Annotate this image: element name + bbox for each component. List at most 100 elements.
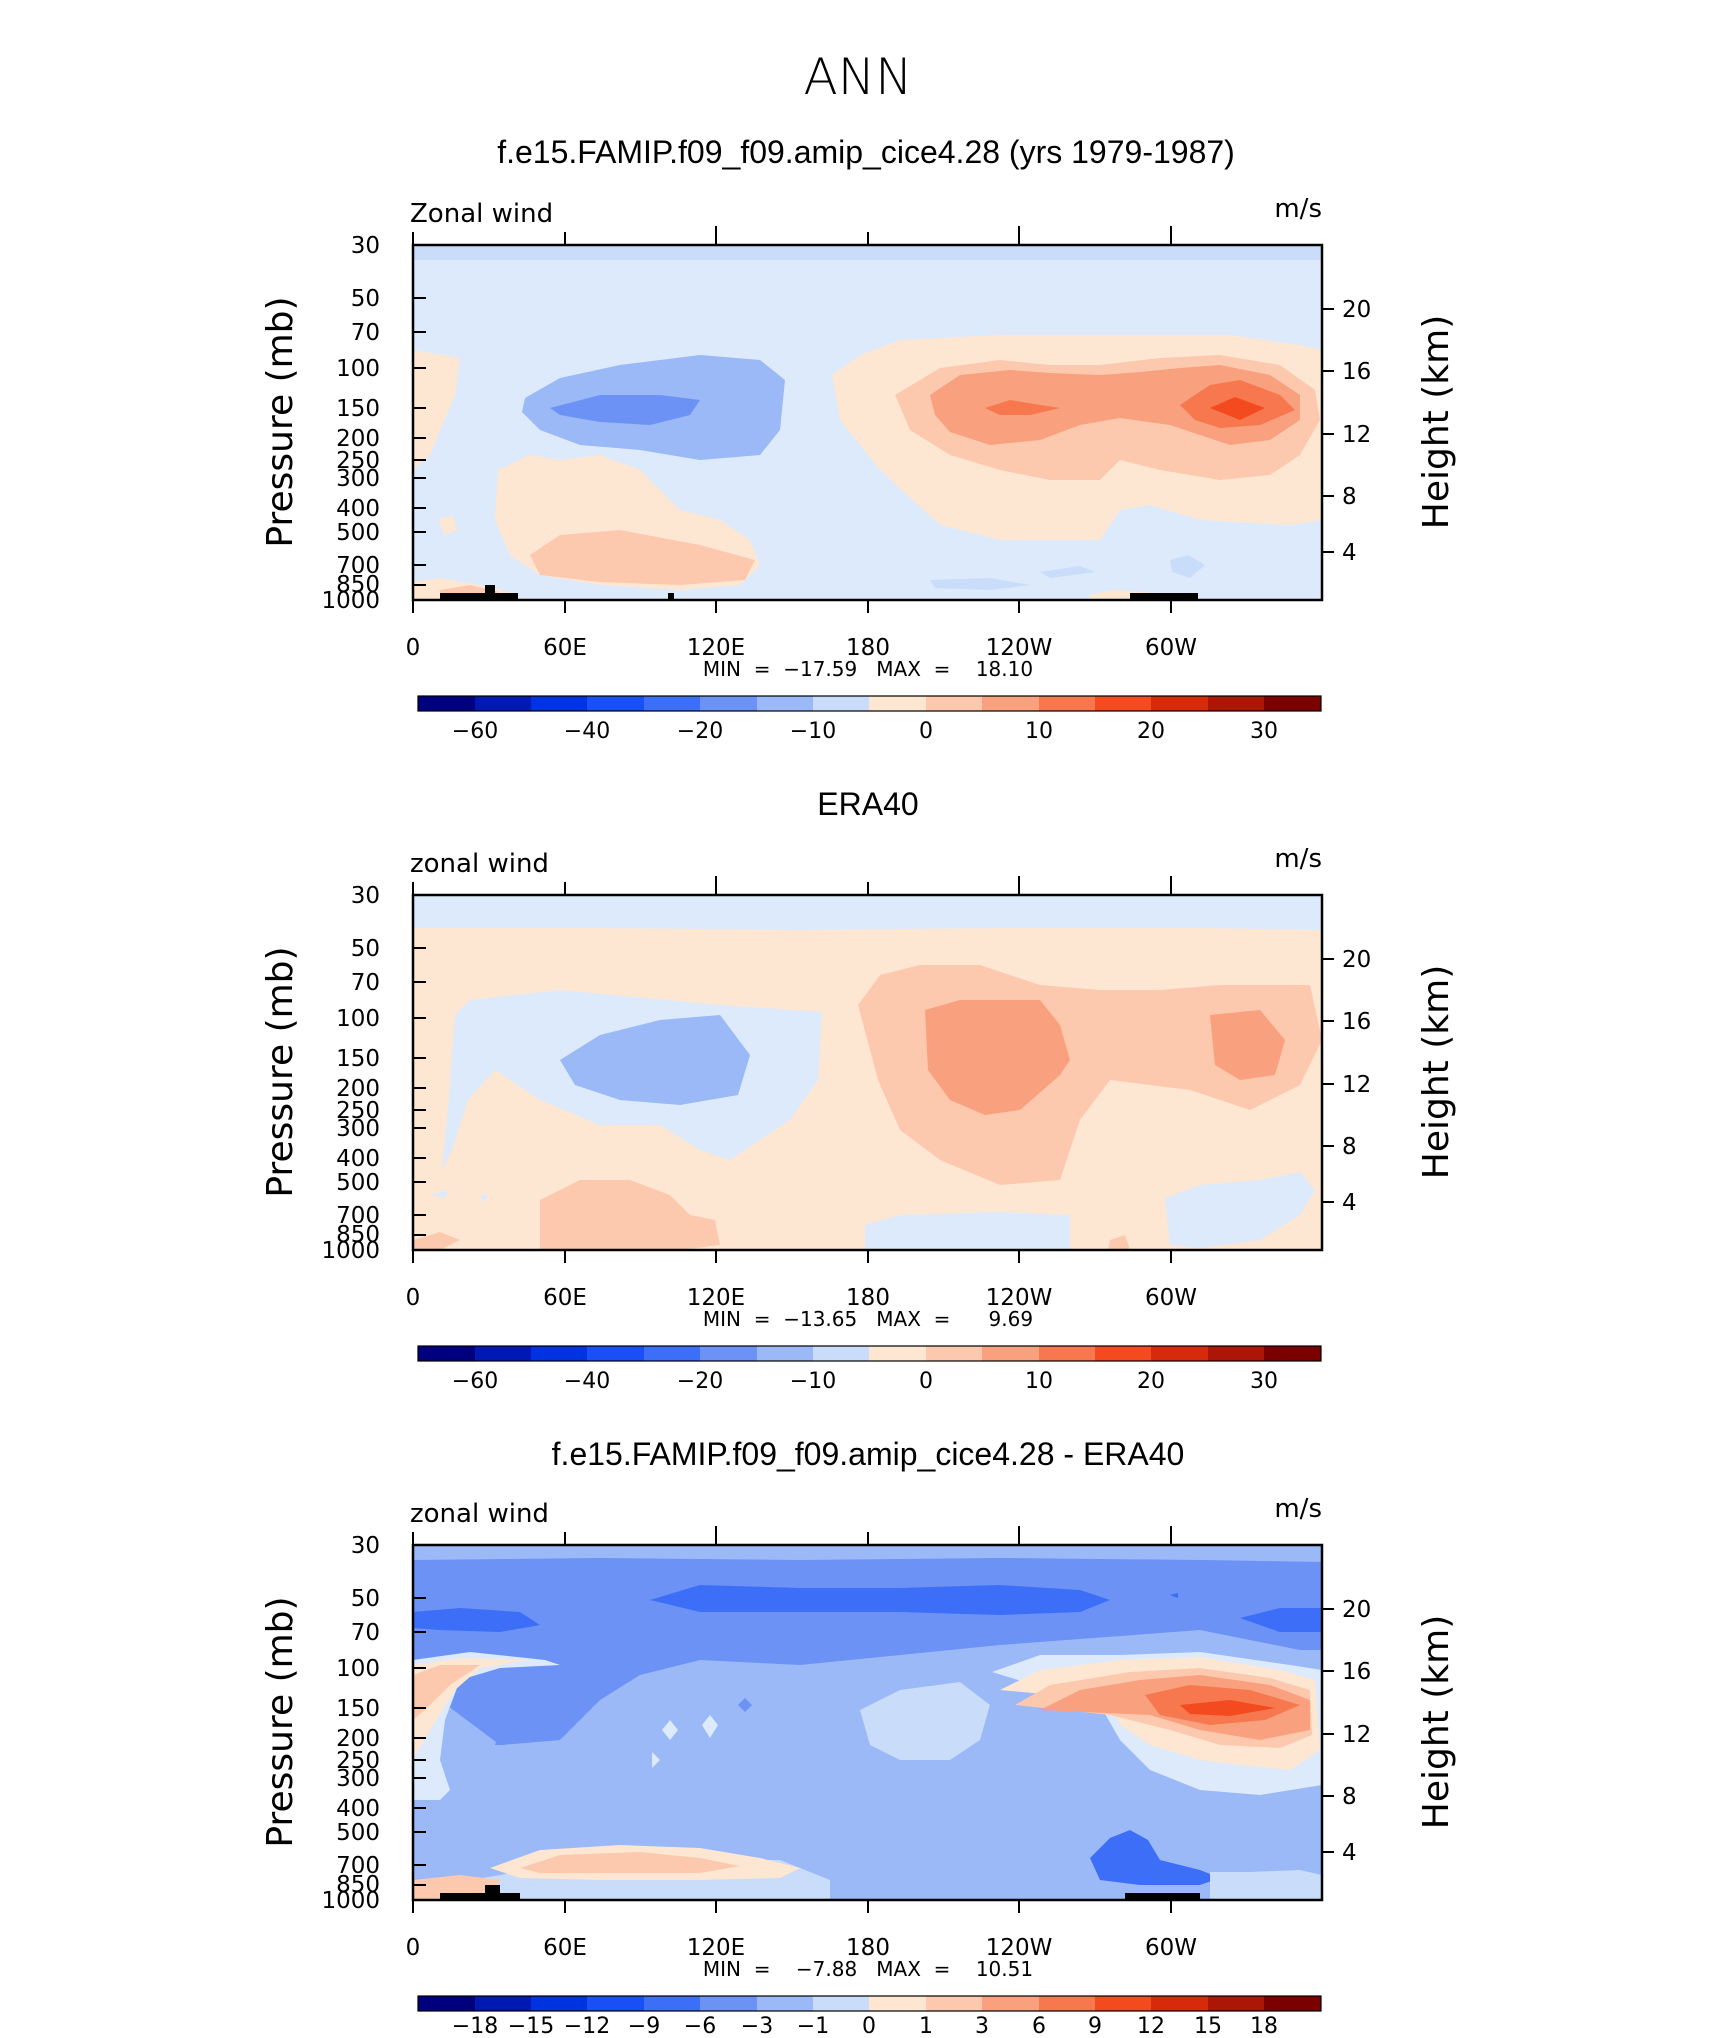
colorbar-label: 20 [1137, 1369, 1165, 1394]
y-tick-label: 500 [336, 1170, 380, 1196]
y2-tick-label: 12 [1342, 1722, 1371, 1748]
y-tick-label: 250 [336, 448, 380, 474]
x-tick-label: 60E [543, 635, 587, 661]
y-tick-label: 50 [351, 1586, 380, 1612]
x-tick-label: 120W [986, 635, 1053, 661]
colorbar-label: −60 [452, 1369, 498, 1394]
y2-tick-label: 8 [1342, 1784, 1357, 1810]
colorbar-label: −10 [790, 1369, 836, 1394]
colorbar: −60 −40 −20 −10 0 10 20 30 [417, 695, 1322, 744]
height-axis: 20 16 12 8 4 [1322, 297, 1371, 566]
units-label: m/s [1274, 1494, 1322, 1524]
colorbar-label: 10 [1025, 719, 1053, 744]
y-tick-label: 150 [336, 1046, 380, 1072]
x-tick-label: 120E [687, 1285, 745, 1311]
y-tick-label: 850 [336, 1872, 380, 1898]
height-axis: 20 16 12 8 4 [1322, 947, 1371, 1216]
variable-label: zonal wind [410, 849, 549, 879]
y-tick-label: 400 [336, 1796, 380, 1822]
x-tick-label: 60W [1145, 1935, 1197, 1961]
x-tick-label: 60W [1145, 1285, 1197, 1311]
colorbar-label: 30 [1250, 719, 1278, 744]
y2-axis-title: Height (km) [1416, 965, 1457, 1179]
colorbar-label: −40 [564, 1369, 610, 1394]
colorbar-label: 15 [1194, 2014, 1222, 2038]
colorbar-label: 18 [1250, 2014, 1278, 2038]
y-axis-title: Pressure (mb) [260, 1596, 301, 1847]
y-tick-label: 200 [336, 1726, 380, 1752]
x-tick-label: 60E [543, 1935, 587, 1961]
y2-tick-label: 4 [1342, 1190, 1357, 1216]
colorbar-label: 0 [862, 2014, 876, 2038]
y2-tick-label: 20 [1342, 297, 1371, 323]
x-tick-label: 120W [986, 1935, 1053, 1961]
colorbar-label: 20 [1137, 719, 1165, 744]
y-tick-label: 1000 [321, 1238, 380, 1264]
y2-axis-title: Height (km) [1416, 315, 1457, 529]
y-tick-label: 30 [351, 883, 380, 909]
colorbar-label: −18 [452, 2014, 498, 2038]
longitude-axis: 0 60E 120E 180 120W 60W [406, 876, 1197, 1311]
y-tick-label: 400 [336, 1146, 380, 1172]
y2-tick-label: 16 [1342, 1659, 1371, 1685]
y-tick-label: 500 [336, 1820, 380, 1846]
colorbar-label: 30 [1250, 1369, 1278, 1394]
y2-tick-label: 20 [1342, 947, 1371, 973]
y-tick-label: 100 [336, 1656, 380, 1682]
units-label: m/s [1274, 194, 1322, 224]
longitude-axis: 0 60E 120E 180 120W 60W [406, 1526, 1197, 1961]
y-tick-label: 30 [351, 233, 380, 259]
x-tick-label: 180 [846, 1935, 890, 1961]
y-tick-label: 100 [336, 1006, 380, 1032]
height-axis: 20 16 12 8 4 [1322, 1597, 1371, 1866]
contour-field [413, 895, 1322, 1250]
x-tick-label: 60E [543, 1285, 587, 1311]
y2-tick-label: 12 [1342, 1072, 1371, 1098]
y-tick-label: 50 [351, 936, 380, 962]
colorbar-label: −12 [564, 2014, 610, 2038]
panel-title: ERA40 [817, 786, 918, 822]
variable-label: zonal wind [410, 1499, 549, 1529]
y2-tick-label: 8 [1342, 1134, 1357, 1160]
colorbar-label: −10 [790, 719, 836, 744]
y-tick-label: 850 [336, 572, 380, 598]
y-tick-label: 30 [351, 1533, 380, 1559]
panel-model: f.e15.FAMIP.f09_f09.amip_cice4.28 (yrs 1… [260, 134, 1457, 744]
y2-tick-label: 16 [1342, 1009, 1371, 1035]
colorbar-label: −1 [797, 2014, 829, 2038]
colorbar: −18 −15 −12 −9 −6 −3 −1 0 1 3 6 9 12 15 18 [417, 1995, 1322, 2038]
colorbar-label: 9 [1088, 2014, 1102, 2038]
colorbar-label: −60 [452, 719, 498, 744]
y-tick-label: 250 [336, 1748, 380, 1774]
colorbar-label: 6 [1032, 2014, 1046, 2038]
min-max-label: MIN = −13.65 MAX = 9.69 [703, 1307, 1033, 1331]
y2-tick-label: 20 [1342, 1597, 1371, 1623]
contour-field [413, 1545, 1322, 1900]
figure-title: ANN [803, 48, 912, 106]
colorbar: −60 −40 −20 −10 0 10 20 30 [417, 1345, 1322, 1394]
y2-tick-label: 8 [1342, 484, 1357, 510]
x-tick-label: 0 [406, 1935, 421, 1961]
y-axis-title: Pressure (mb) [260, 296, 301, 547]
y-tick-label: 700 [336, 1203, 380, 1229]
y2-tick-label: 4 [1342, 1840, 1357, 1866]
y-tick-label: 700 [336, 1853, 380, 1879]
y-tick-label: 850 [336, 1222, 380, 1248]
x-tick-label: 180 [846, 1285, 890, 1311]
y-tick-label: 50 [351, 286, 380, 312]
colorbar-label: −20 [677, 719, 723, 744]
y2-tick-label: 4 [1342, 540, 1357, 566]
colorbar-label: 0 [919, 1369, 933, 1394]
x-tick-label: 0 [406, 635, 421, 661]
variable-label: Zonal wind [410, 199, 553, 229]
colorbar-label: −6 [684, 2014, 716, 2038]
colorbar-label: −40 [564, 719, 610, 744]
y-tick-label: 70 [351, 1620, 380, 1646]
colorbar-label: 10 [1025, 1369, 1053, 1394]
panel-title: f.e15.FAMIP.f09_f09.amip_cice4.28 - ERA4… [552, 1436, 1185, 1472]
colorbar-label: 12 [1137, 2014, 1165, 2038]
y-tick-label: 500 [336, 520, 380, 546]
